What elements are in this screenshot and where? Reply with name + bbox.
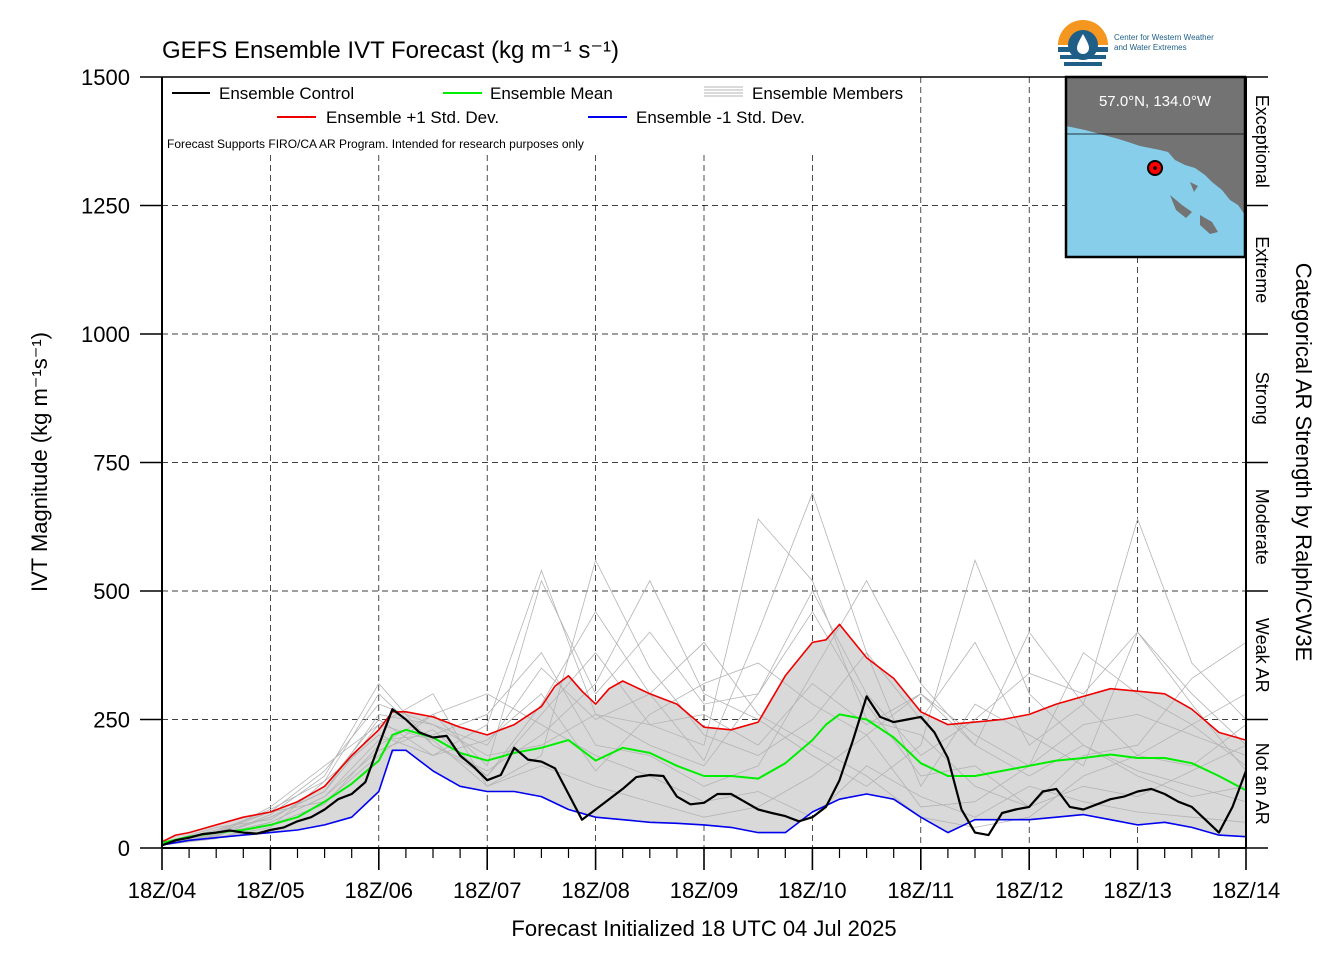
category-label: Not an AR bbox=[1252, 743, 1272, 825]
legend-mean-label: Ensemble Mean bbox=[490, 84, 613, 103]
x-tick-label: 18Z/06 bbox=[345, 878, 414, 903]
ensemble-member-line bbox=[161, 579, 1247, 844]
ensemble-member-line bbox=[161, 610, 1247, 843]
y-tick-label: 750 bbox=[93, 451, 130, 476]
x-tick-label: 18Z/13 bbox=[1103, 878, 1172, 903]
x-tick-label: 18Z/11 bbox=[887, 878, 954, 903]
cw3e-logo: Center for Western Weather and Water Ext… bbox=[1058, 20, 1214, 70]
ensemble-member-line bbox=[161, 662, 1247, 844]
y-tick-label: 1250 bbox=[81, 194, 130, 219]
y-tick-label: 1500 bbox=[81, 65, 130, 90]
y-tick-label: 1000 bbox=[81, 322, 130, 347]
mean-line bbox=[161, 713, 1247, 844]
y-tick-label: 0 bbox=[118, 836, 130, 861]
plus-sd-line bbox=[161, 623, 1247, 843]
legend: Ensemble Control Ensemble Mean Ensemble … bbox=[172, 84, 903, 127]
x-tick-label: 18Z/14 bbox=[1212, 878, 1281, 903]
legend-members-label: Ensemble Members bbox=[752, 84, 903, 103]
category-label: Strong bbox=[1252, 372, 1272, 425]
ensemble-members bbox=[161, 492, 1247, 846]
logo-org-line2: and Water Extremes bbox=[1114, 43, 1187, 52]
x-tick-label: 18Z/10 bbox=[778, 878, 847, 903]
minus-sd-line bbox=[161, 749, 1247, 846]
inset-land bbox=[1066, 77, 1245, 215]
legend-control-label: Ensemble Control bbox=[219, 84, 354, 103]
category-label: Exceptional bbox=[1252, 95, 1272, 188]
ensemble-member-line bbox=[161, 579, 1247, 846]
spread-fill bbox=[162, 624, 1246, 844]
x-axis-label: Forecast Initialized 18 UTC 04 Jul 2025 bbox=[511, 916, 896, 941]
spread-fill-area bbox=[162, 624, 1246, 844]
inset-islands bbox=[1170, 182, 1218, 234]
legend-minus-sd-label: Ensemble -1 Std. Dev. bbox=[636, 108, 805, 127]
main-series bbox=[161, 623, 1248, 847]
x-tick-label: 18Z/05 bbox=[236, 878, 305, 903]
ensemble-member-line bbox=[161, 558, 1247, 845]
category-label: Moderate bbox=[1252, 489, 1272, 565]
category-label: Extreme bbox=[1252, 236, 1272, 303]
ensemble-member-line bbox=[161, 652, 1247, 845]
inset-frame bbox=[1064, 75, 1247, 259]
disclaimer-text: Forecast Supports FIRO/CA AR Program. In… bbox=[167, 137, 584, 151]
inset-map: 57.0°N, 134.0°W bbox=[1064, 75, 1247, 259]
control-line bbox=[161, 695, 1248, 847]
x-tick-label: 18Z/07 bbox=[453, 878, 522, 903]
inset-location-label: 57.0°N, 134.0°W bbox=[1099, 93, 1212, 110]
x-tick-label: 18Z/12 bbox=[995, 878, 1064, 903]
y-tick-label: 500 bbox=[93, 579, 130, 604]
y-tick-label: 250 bbox=[93, 708, 130, 733]
grid-lines bbox=[162, 77, 1246, 848]
logo-org-line1: Center for Western Weather bbox=[1114, 33, 1214, 42]
ensemble-member-line bbox=[161, 610, 1247, 846]
legend-plus-sd-label: Ensemble +1 Std. Dev. bbox=[326, 108, 499, 127]
x-tick-label: 18Z/04 bbox=[128, 878, 197, 903]
category-label: Weak AR bbox=[1252, 618, 1272, 693]
right-axis-label: Categorical AR Strength by Ralph/CW3E bbox=[1291, 263, 1316, 662]
x-tick-label: 18Z/09 bbox=[670, 878, 739, 903]
chart-title: GEFS Ensemble IVT Forecast (kg m⁻¹ s⁻¹) bbox=[162, 37, 619, 64]
axis-ticks: 0 250 500 750 1000 1250 1500 18Z/04 18Z/05 18Z/06… bbox=[81, 65, 1280, 903]
y-axis-label: IVT Magnitude (kg m⁻¹s⁻¹) bbox=[27, 332, 52, 592]
legend-members-swatch bbox=[704, 86, 743, 97]
x-tick-label: 18Z/08 bbox=[561, 878, 630, 903]
